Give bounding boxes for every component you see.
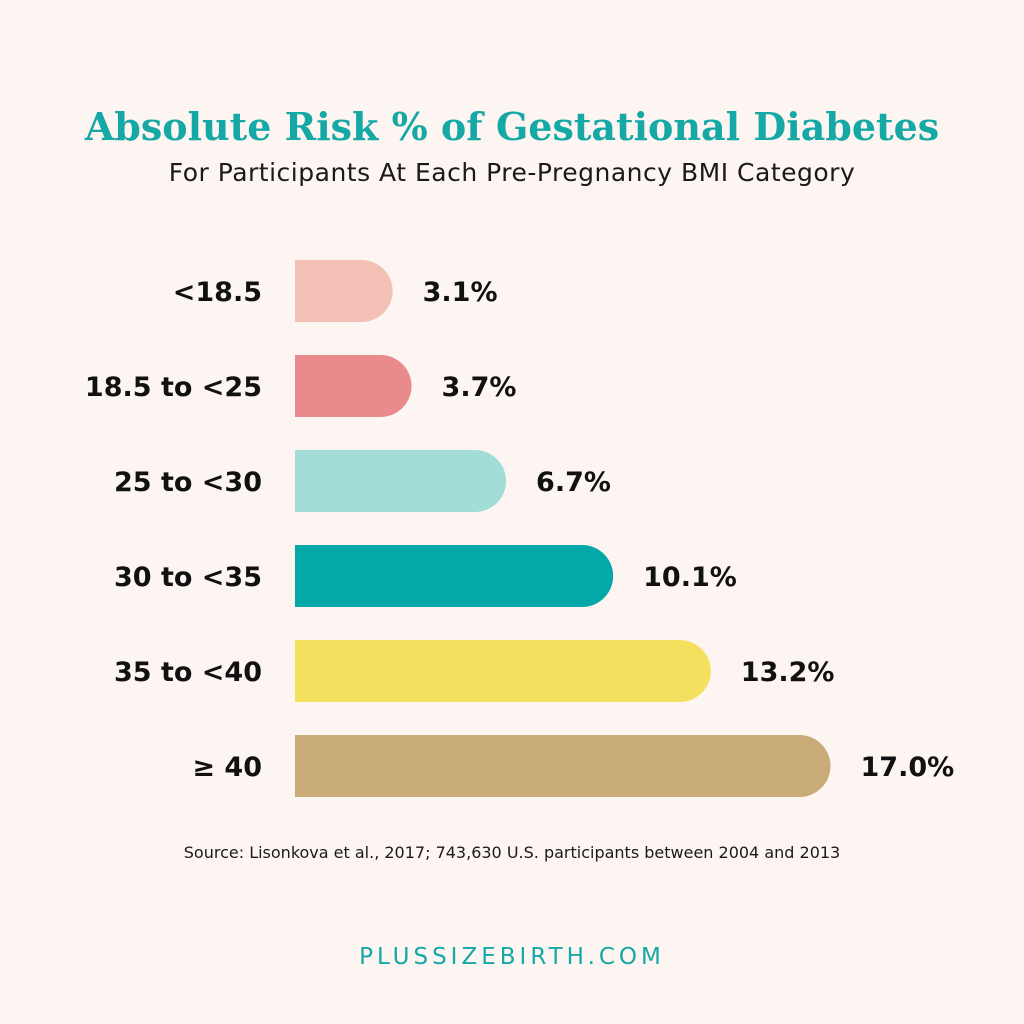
- category-label-3: 30 to <35: [114, 562, 262, 593]
- value-label-5: 17.0%: [861, 752, 955, 783]
- bar-5: [295, 735, 831, 797]
- brand-link[interactable]: PLUSSIZEBIRTH.COM: [359, 944, 665, 970]
- value-label-0: 3.1%: [423, 277, 498, 308]
- value-label-2: 6.7%: [536, 467, 611, 498]
- value-label-3: 10.1%: [643, 562, 737, 593]
- category-label-5: ≥ 40: [192, 752, 262, 783]
- bar-1: [295, 355, 412, 417]
- bar-2: [295, 450, 507, 512]
- category-label-4: 35 to <40: [114, 657, 262, 688]
- category-label-1: 18.5 to <25: [85, 372, 262, 403]
- chart-title: Absolute Risk % of Gestational Diabetes: [84, 104, 940, 149]
- chart-subtitle: For Participants At Each Pre-Pregnancy B…: [168, 158, 856, 187]
- bar-3: [295, 545, 614, 607]
- category-label-2: 25 to <30: [114, 467, 262, 498]
- category-label-0: <18.5: [173, 277, 262, 308]
- bar-0: [295, 260, 393, 322]
- value-label-1: 3.7%: [442, 372, 517, 403]
- source-note: Source: Lisonkova et al., 2017; 743,630 …: [183, 843, 841, 862]
- bar-4: [295, 640, 711, 702]
- value-label-4: 13.2%: [741, 657, 835, 688]
